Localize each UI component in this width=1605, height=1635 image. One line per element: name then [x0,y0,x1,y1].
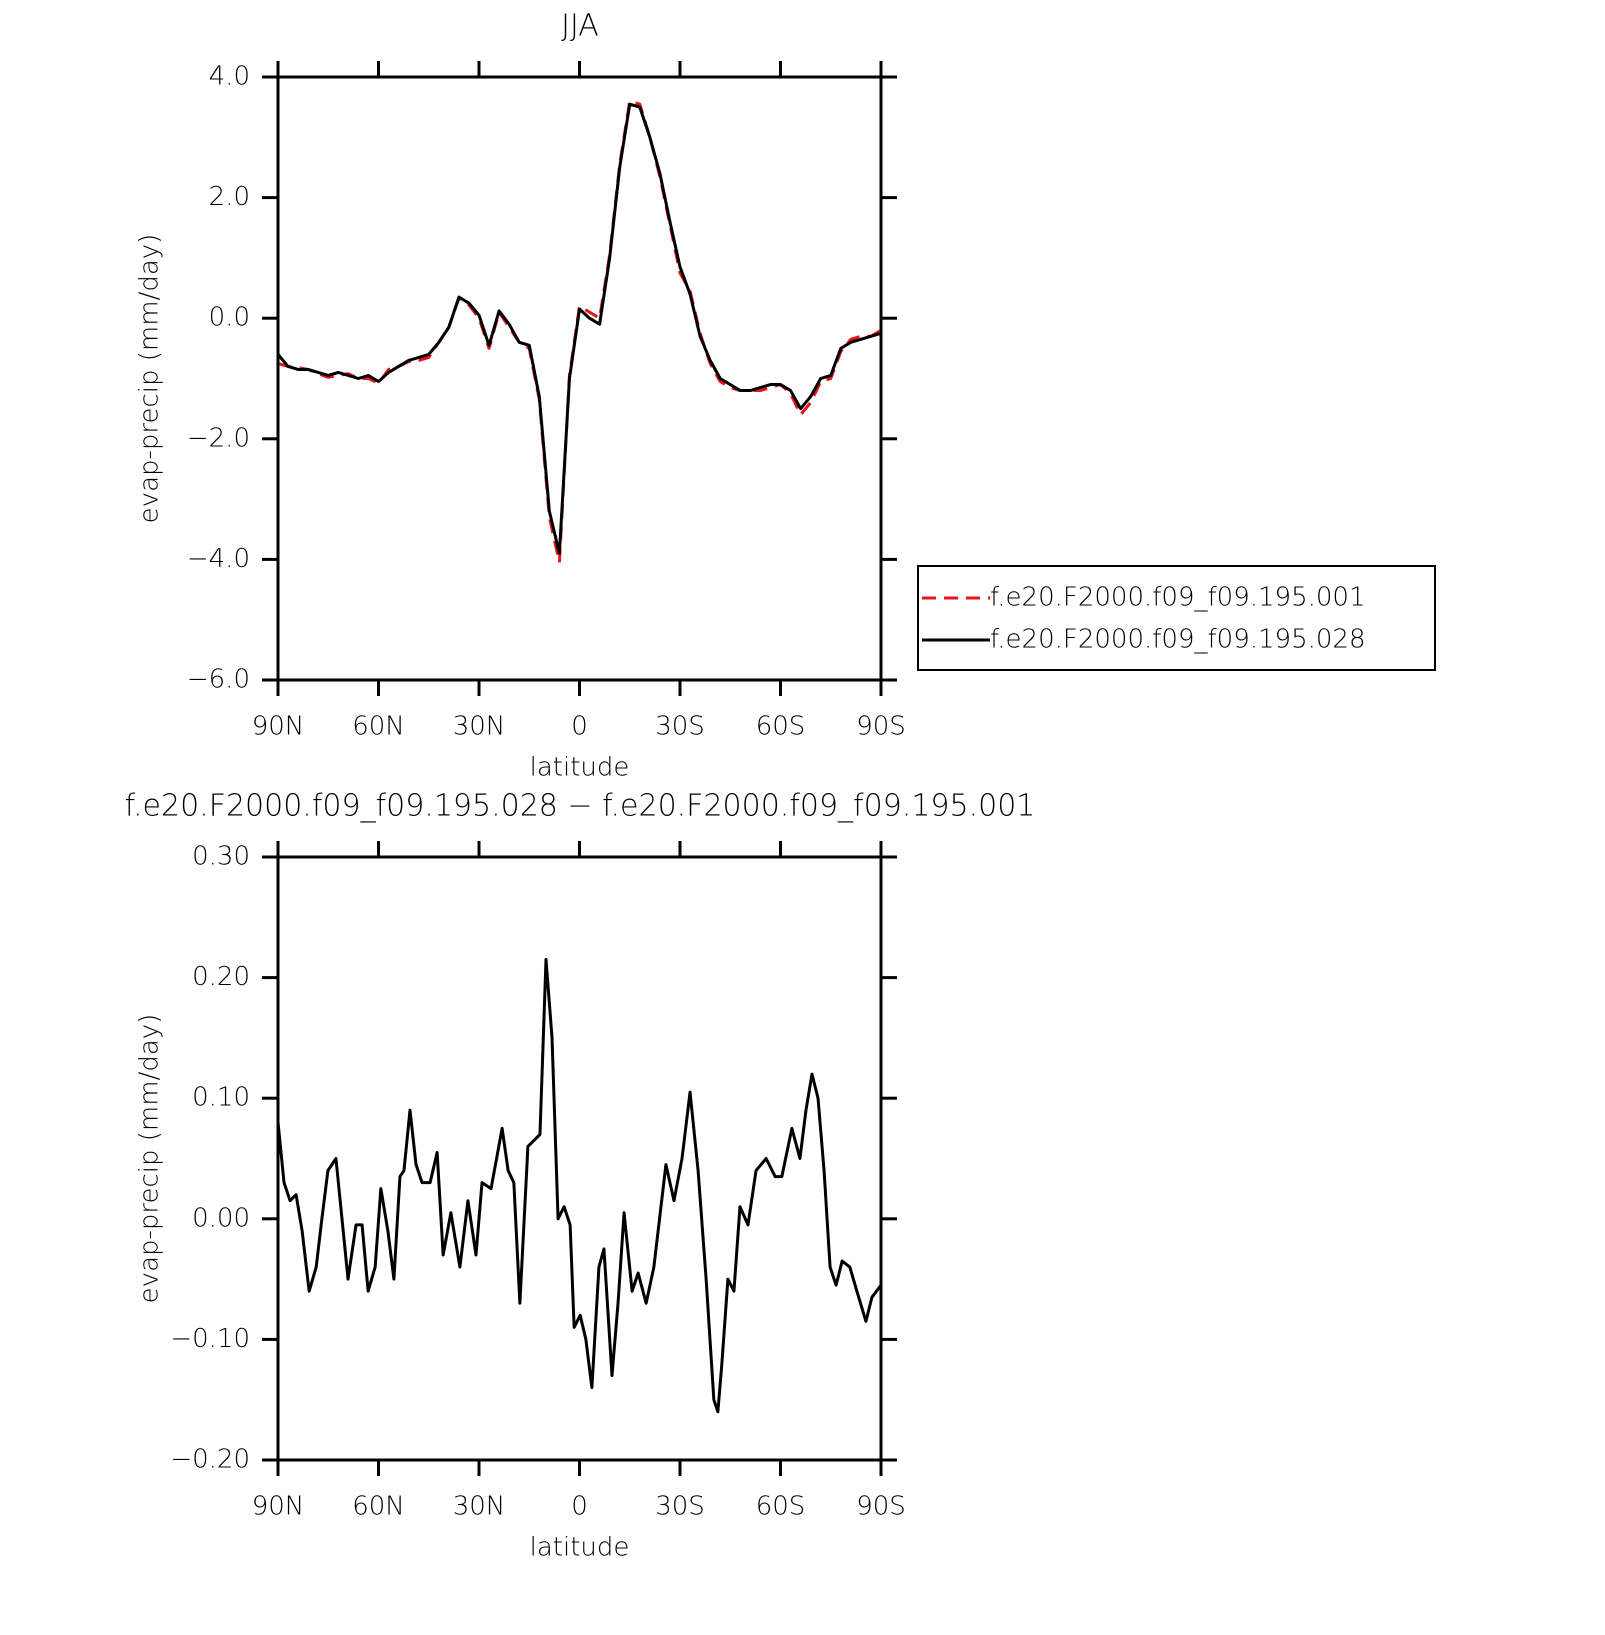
x-tick-label: 30N [453,1492,506,1522]
x-tick-label: 30N [453,712,506,742]
y-tick-label: 0.00 [192,1203,250,1233]
y-tick-label: −4.0 [187,544,250,574]
y-axis-label: evap-precip (mm/day) [135,1014,165,1304]
y-tick-label: 0.10 [192,1083,250,1113]
x-tick-label: 0 [571,712,588,742]
y-tick-label: −0.20 [170,1445,250,1475]
chart-title: f.e20.F2000.f09_f09.195.028 − f.e20.F200… [125,789,1036,824]
x-tick-label: 90S [856,1492,906,1522]
x-tick-label: 90N [252,1492,305,1522]
plot-frame [276,855,883,1462]
y-tick-label: −2.0 [187,423,250,453]
legend-label: f.e20.F2000.f09_f09.195.001 [990,583,1366,613]
x-tick-label: 90S [856,712,906,742]
chart-title: JJA [561,9,599,44]
legend-box [917,565,1436,671]
y-tick-label: 0.0 [209,303,250,333]
x-tick-label: 90N [252,712,305,742]
y-axis-label: evap-precip (mm/day) [135,234,165,524]
x-tick-label: 60S [756,712,806,742]
data-line [276,102,882,555]
y-tick-label: 2.0 [209,182,250,212]
x-tick-label: 60N [352,1492,405,1522]
y-tick-label: 4.0 [209,62,250,92]
y-tick-label: 0.20 [192,962,250,992]
x-tick-label: 30S [655,712,705,742]
y-tick-label: −6.0 [187,665,250,695]
x-axis-label: latitude [530,1533,630,1563]
plot-frame [276,75,883,682]
x-tick-label: 0 [571,1492,588,1522]
y-tick-label: 0.30 [192,842,250,872]
x-tick-label: 60N [352,712,405,742]
data-line [277,99,882,564]
legend-label: f.e20.F2000.f09_f09.195.028 [990,625,1366,655]
y-tick-label: −0.10 [170,1324,250,1354]
data-line [276,958,883,1414]
x-axis-label: latitude [530,753,630,783]
x-tick-label: 30S [655,1492,705,1522]
x-tick-label: 60S [756,1492,806,1522]
